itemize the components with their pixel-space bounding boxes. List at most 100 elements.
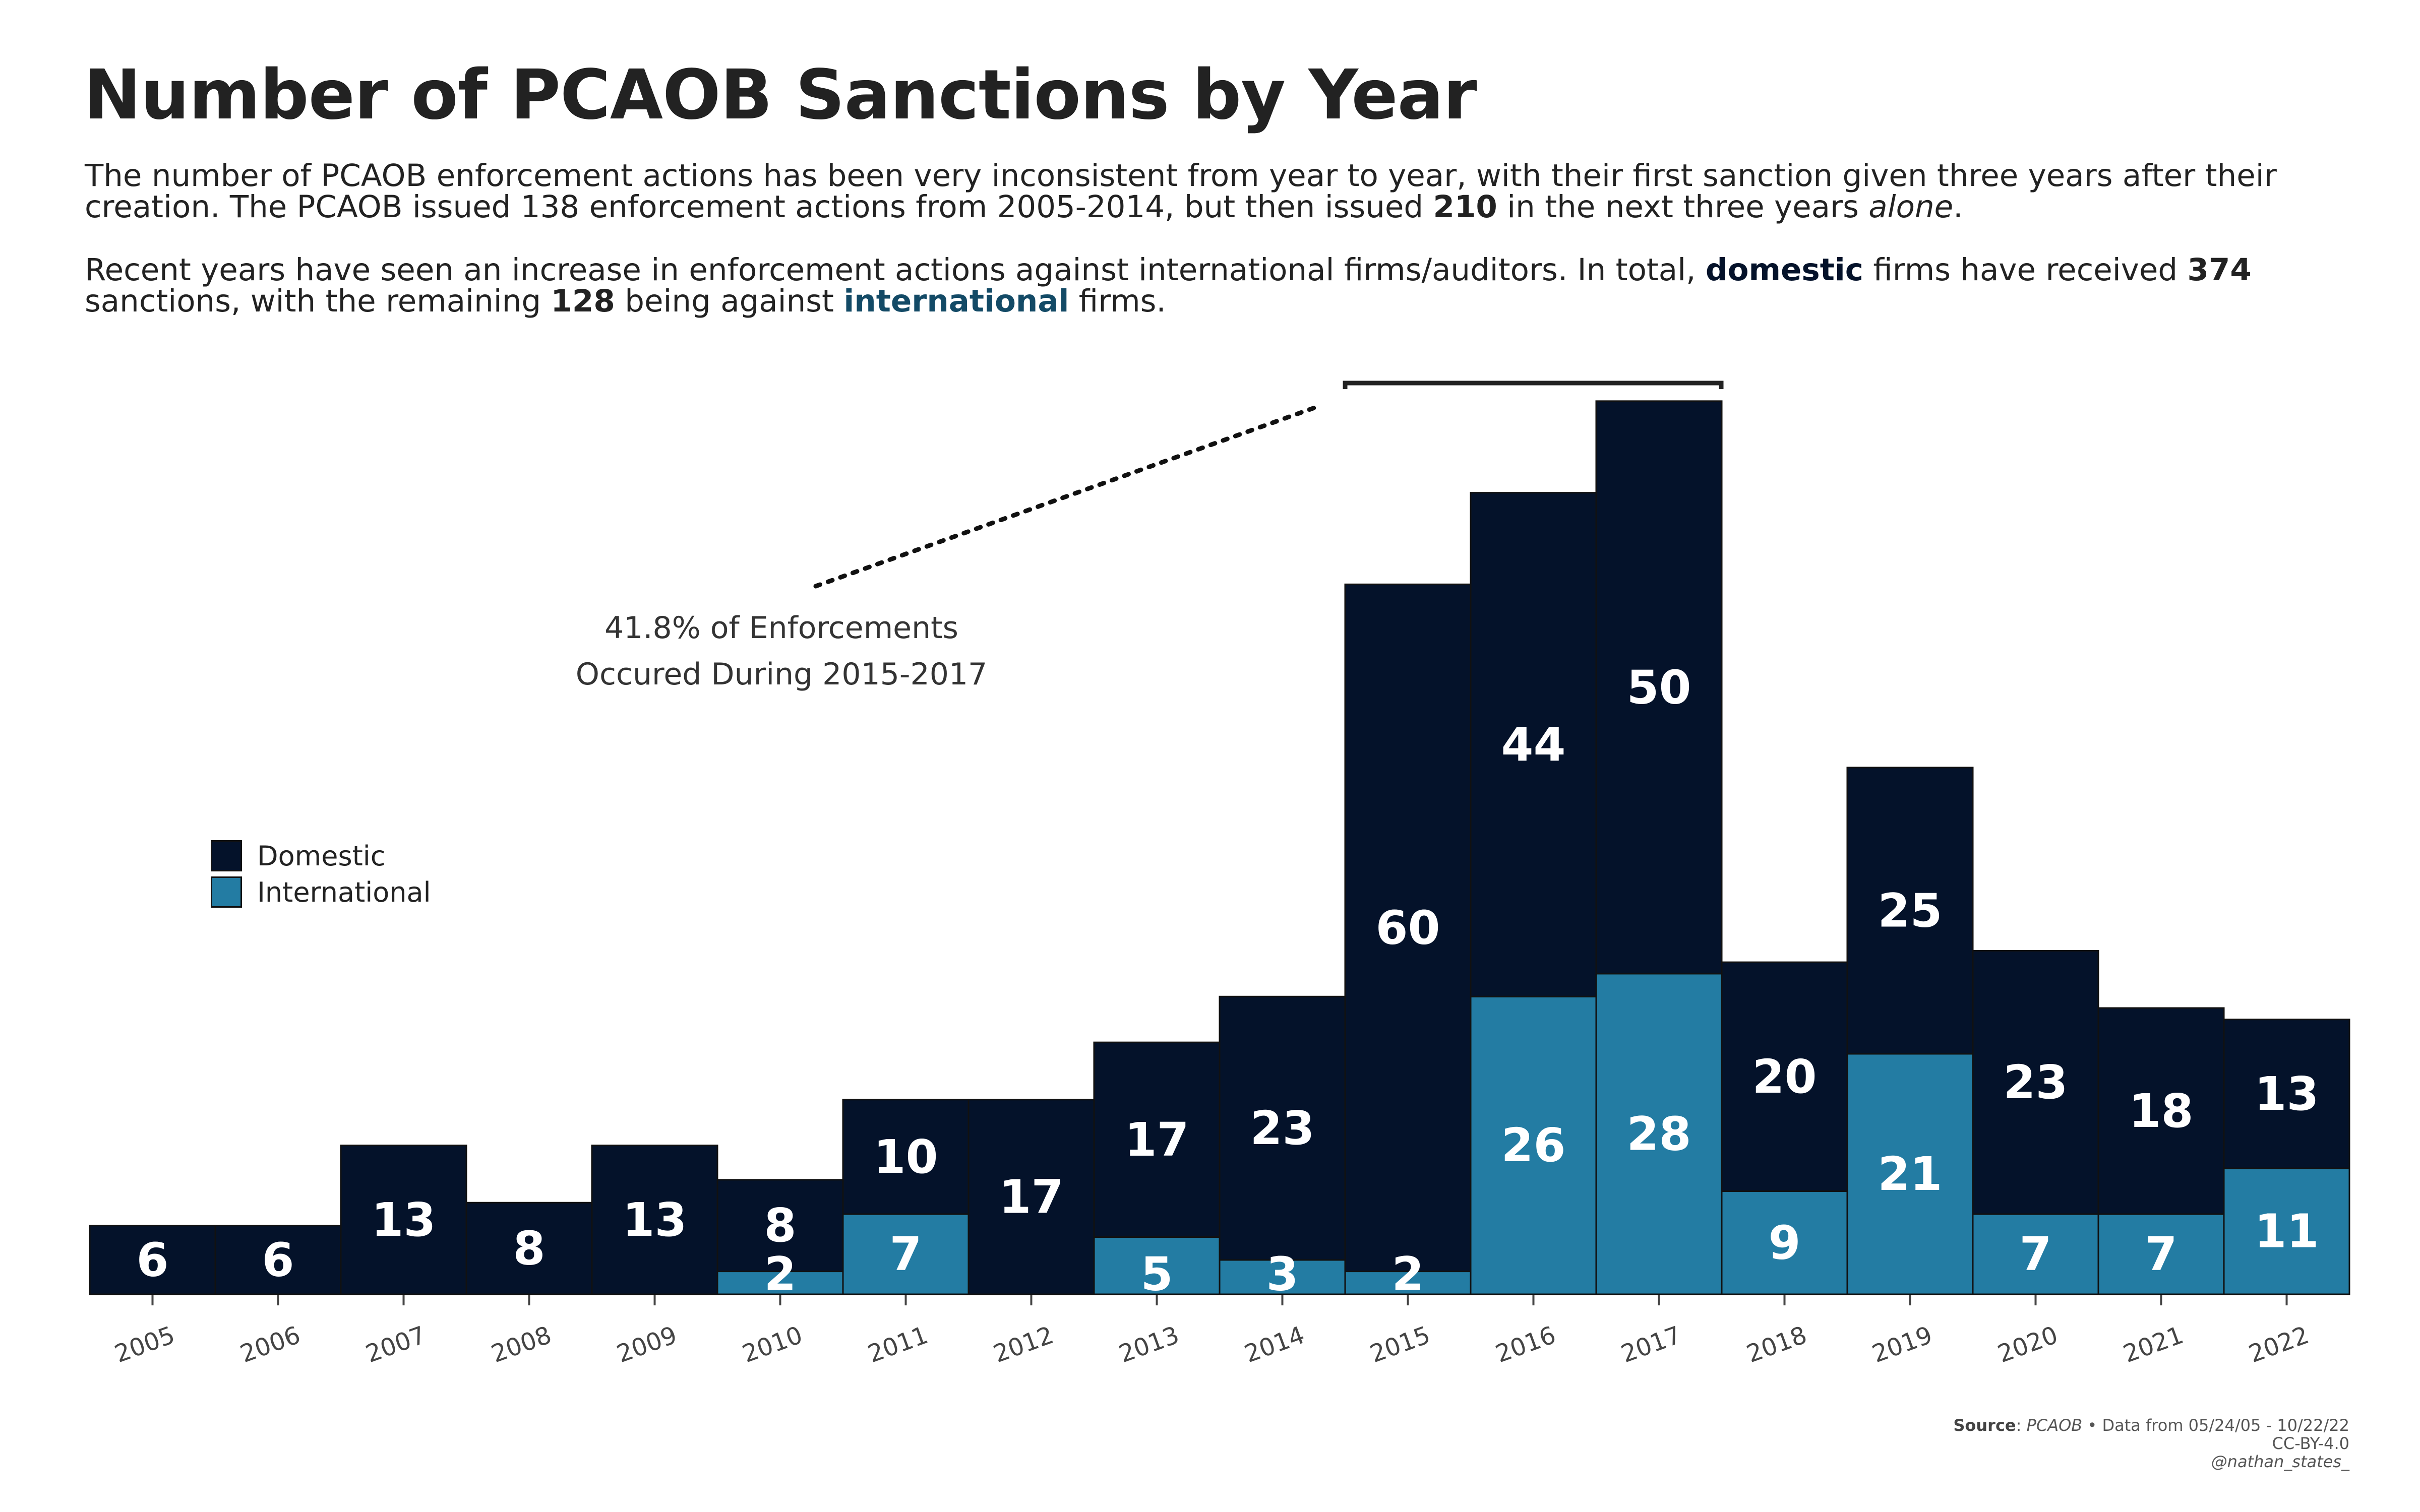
x-tick-label-2020: 2020 [1994, 1321, 2062, 1368]
bar-label-domestic-2016: 44 [1501, 718, 1565, 772]
subtitle-italic-alone: alone [1868, 189, 1954, 225]
source-note: Source: PCAOB • Data from 05/24/05 - 10/… [1953, 1416, 2349, 1471]
legend: Domestic International [211, 838, 431, 910]
x-tick-label-2008: 2008 [488, 1321, 555, 1368]
bar-domestic-2019 [1846, 767, 1974, 1055]
annotation-text: 41.8% of Enforcements Occured During 201… [509, 605, 1054, 698]
subtitle-text: firms have received [1863, 252, 2188, 288]
subtitle-text: Recent years have seen an increase in en… [85, 252, 1706, 288]
subtitle-bold-128: 128 [551, 283, 615, 319]
subtitle-paragraph-2: Recent years have seen an increase in en… [85, 255, 2384, 317]
bar-label-domestic-2022: 13 [2254, 1067, 2319, 1121]
bar-label-international-2014: 3 [1266, 1247, 1298, 1301]
legend-label-international: International [257, 876, 431, 908]
bar-label-international-2022: 11 [2254, 1205, 2319, 1258]
bar-label-international-2017: 28 [1626, 1107, 1691, 1161]
x-tick-label-2014: 2014 [1241, 1321, 1308, 1368]
bar-label-international-2019: 21 [1878, 1147, 1942, 1201]
bar-international-2017 [1595, 973, 1723, 1295]
bar-domestic-2013 [1093, 1041, 1221, 1238]
bar-label-domestic-2014: 23 [1250, 1101, 1314, 1155]
bar-label-domestic-2010: 8 [764, 1199, 796, 1252]
annotation-bracket [1343, 381, 1724, 389]
bar-domestic-2012 [967, 1099, 1095, 1295]
x-tick-label-2005: 2005 [111, 1321, 178, 1368]
subtitle-bold-374: 374 [2187, 252, 2252, 288]
source-range: • Data from 05/24/05 - 10/22/22 [2082, 1416, 2349, 1435]
bar-domestic-2017 [1595, 400, 1723, 975]
x-tick-label-2016: 2016 [1492, 1321, 1559, 1368]
x-tick-label-2022: 2022 [2245, 1321, 2313, 1368]
subtitle-text: . [1953, 189, 1963, 225]
legend-item-domestic: Domestic [211, 838, 431, 874]
bar-label-international-2013: 5 [1140, 1247, 1173, 1301]
subtitle-international: international [843, 283, 1069, 319]
source-label: Source [1953, 1416, 2016, 1435]
source-name: PCAOB [2026, 1416, 2083, 1435]
bar-label-domestic-2011: 10 [873, 1130, 938, 1184]
legend-item-international: International [211, 874, 431, 910]
bar-domestic-2006 [214, 1225, 342, 1295]
bar-label-domestic-2019: 25 [1878, 884, 1942, 937]
subtitle-text: firms. [1069, 283, 1166, 319]
bar-international-2016 [1470, 995, 1597, 1295]
subtitle-text: sanctions, with the remaining [85, 283, 551, 319]
bar-domestic-2018 [1721, 961, 1848, 1192]
x-tick-label-2010: 2010 [739, 1321, 806, 1368]
bar-domestic-2015 [1344, 583, 1472, 1273]
chart-title: Number of PCAOB Sanctions by Year [84, 55, 1477, 135]
bar-label-international-2016: 26 [1501, 1118, 1565, 1172]
x-tick-label-2012: 2012 [990, 1321, 1057, 1368]
x-tick-label-2013: 2013 [1115, 1321, 1183, 1368]
bar-domestic-2009 [591, 1145, 718, 1295]
subtitle-paragraph-1: The number of PCAOB enforcement actions … [85, 160, 2384, 223]
bar-label-domestic-2013: 17 [1124, 1113, 1189, 1167]
annotation-dotted-line [813, 405, 1318, 589]
bar-label-international-2018: 9 [1768, 1216, 1800, 1270]
legend-swatch-domestic [211, 840, 242, 871]
bar-label-domestic-2015: 60 [1375, 901, 1440, 955]
x-tick-label-2017: 2017 [1617, 1321, 1685, 1368]
bar-domestic-2020 [1972, 950, 2099, 1215]
x-tick-label-2011: 2011 [864, 1321, 932, 1368]
bar-international-2022 [2223, 1167, 2350, 1295]
bar-domestic-2008 [465, 1202, 593, 1295]
bar-domestic-2022 [2223, 1019, 2350, 1169]
license-line: CC-BY-4.0 [2272, 1434, 2349, 1453]
subtitle-domestic: domestic [1705, 252, 1863, 288]
x-tick-label-2015: 2015 [1366, 1321, 1434, 1368]
x-tick-label-2021: 2021 [2120, 1321, 2187, 1368]
author-handle: @nathan_states_ [2211, 1452, 2349, 1471]
bar-label-domestic-2008: 8 [513, 1222, 545, 1276]
bar-label-domestic-2021: 18 [2129, 1084, 2193, 1138]
bar-domestic-2011 [842, 1099, 970, 1215]
bar-domestic-2005 [89, 1225, 216, 1295]
bar-label-domestic-2009: 13 [622, 1193, 687, 1247]
bar-domestic-2016 [1470, 492, 1597, 997]
bar-domestic-2014 [1219, 995, 1346, 1261]
x-tick-label-2006: 2006 [236, 1321, 304, 1368]
x-axis-ticks-group: 2005 2006 2007 2008 2009 2010 2011 2012 2013 2014… [111, 1295, 2313, 1368]
bar-label-domestic-2017: 50 [1626, 660, 1691, 714]
bar-label-international-2015: 2 [1392, 1247, 1424, 1301]
legend-swatch-international [211, 876, 242, 908]
bar-label-international-2020: 7 [2019, 1227, 2051, 1281]
bar-international-2020 [1972, 1213, 2099, 1295]
annotation-line-2: Occured During 2015-2017 [575, 657, 988, 692]
bar-label-international-2010: 2 [764, 1247, 796, 1301]
x-tick-label-2019: 2019 [1868, 1321, 1936, 1368]
bar-label-domestic-2006: 6 [262, 1233, 294, 1287]
bar-domestic-2021 [2097, 1007, 2225, 1215]
bar-international-2014 [1219, 1259, 1346, 1295]
source-line: Source: PCAOB • Data from 05/24/05 - 10/… [1953, 1416, 2349, 1435]
bar-label-domestic-2020: 23 [2003, 1055, 2068, 1109]
bar-domestic-2010 [716, 1179, 844, 1273]
annotation-lines [813, 381, 1724, 589]
subtitle-text: being against [615, 283, 844, 319]
subtitle-bold-210: 210 [1433, 189, 1497, 225]
x-tick-label-2009: 2009 [613, 1321, 681, 1368]
legend-label-domestic: Domestic [257, 840, 386, 872]
bar-label-international-2021: 7 [2145, 1227, 2177, 1281]
